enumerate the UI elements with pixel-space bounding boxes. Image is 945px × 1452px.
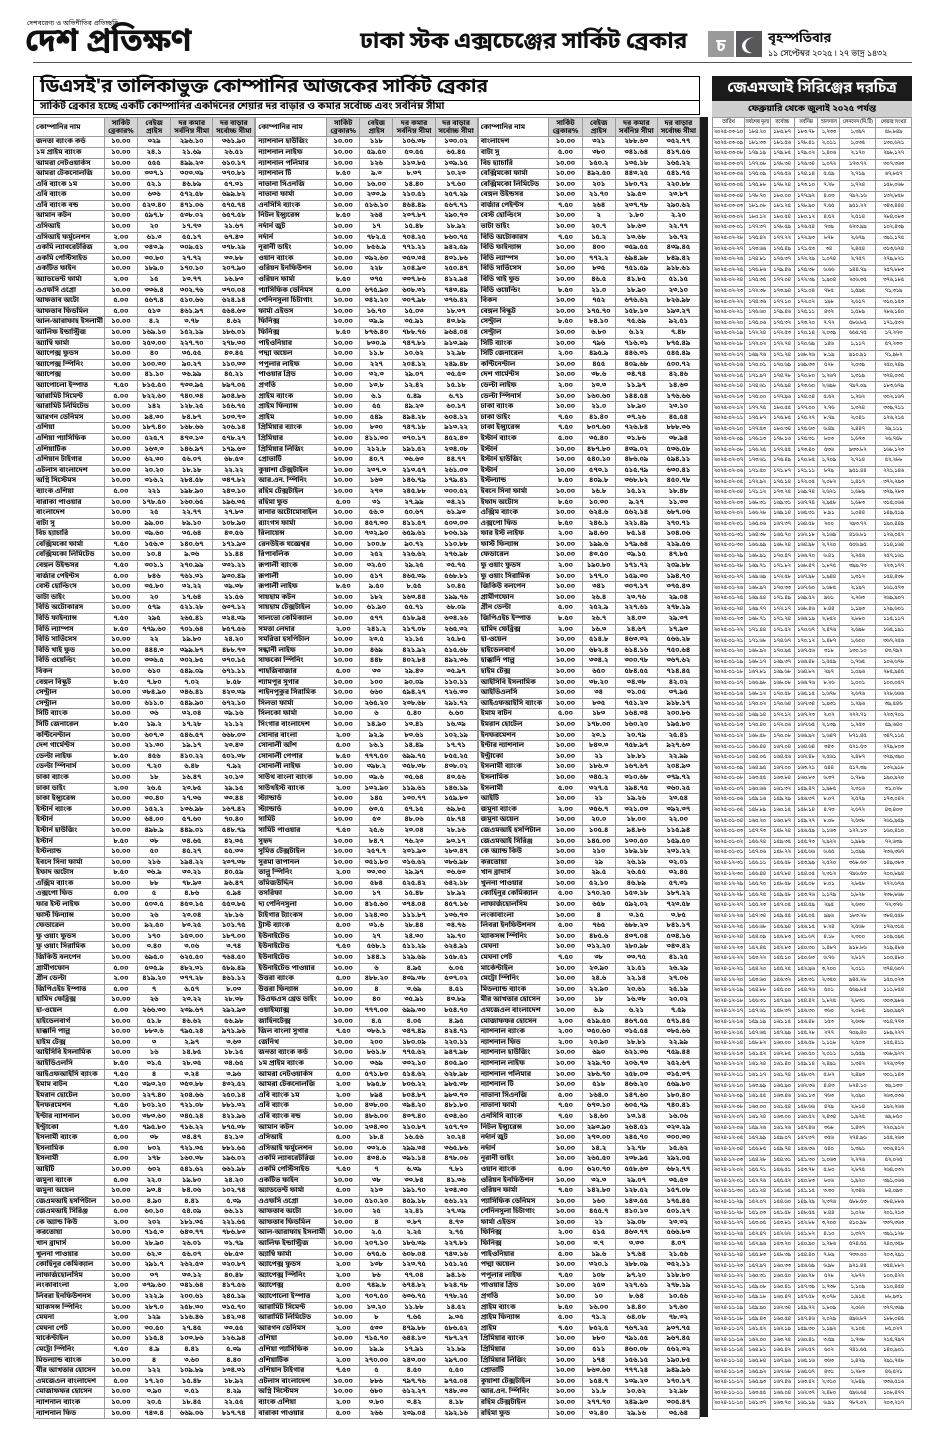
svg-text:চ: চ [715,35,726,57]
